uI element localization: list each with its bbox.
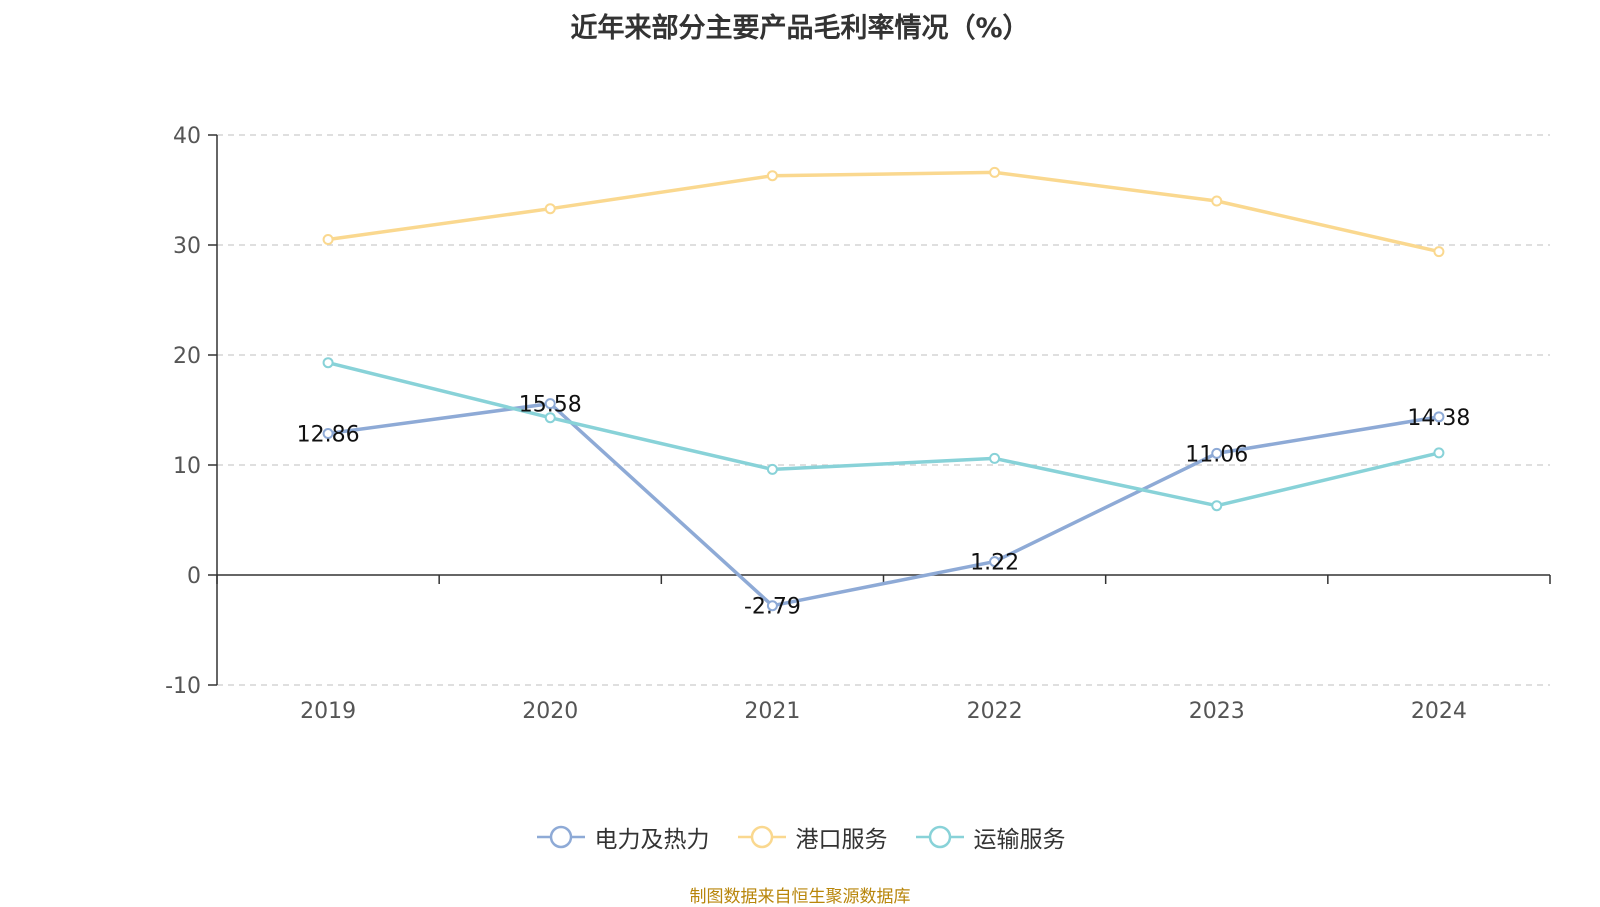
data-point: [766, 600, 778, 612]
legend-item[interactable]: 运输服务: [914, 820, 1066, 854]
x-tick-label: 2021: [744, 699, 800, 724]
data-point: [1211, 500, 1223, 512]
data-point: [989, 166, 1001, 178]
x-tick-label: 2020: [522, 699, 578, 724]
legend-item[interactable]: 电力及热力: [535, 820, 710, 854]
data-label: 12.86: [297, 423, 360, 448]
legend-marker-icon: [737, 825, 786, 849]
chart-title: 近年来部分主要产品毛利率情况（%）: [570, 13, 1030, 44]
data-point: [1433, 246, 1445, 258]
data-point: [322, 428, 334, 440]
y-tick-label: 10: [173, 454, 201, 479]
data-point: [544, 412, 556, 424]
data-point: [1433, 447, 1445, 459]
y-tick-label: 0: [187, 564, 201, 589]
data-point: [1211, 447, 1223, 459]
series-line-2: [327, 361, 1440, 508]
data-point: [322, 234, 334, 245]
data-point: [322, 357, 334, 369]
data-point: [766, 170, 778, 182]
data-point: [989, 452, 1001, 464]
legend-label: 运输服务: [973, 827, 1066, 853]
data-point: [544, 203, 556, 215]
y-tick-label: 30: [173, 234, 201, 259]
source-note: 制图数据来自恒生聚源数据库: [689, 887, 911, 907]
x-tick-label: 2019: [300, 699, 356, 724]
y-tick-label: 20: [173, 344, 201, 369]
data-point: [766, 463, 778, 475]
legend-item[interactable]: 港口服务: [736, 820, 888, 854]
x-tick-label: 2024: [1411, 699, 1467, 724]
data-point: [1211, 195, 1223, 207]
data-point: [1433, 411, 1445, 423]
data-label: 1.22: [970, 551, 1019, 576]
x-tick-label: 2023: [1189, 699, 1245, 724]
legend-marker-icon: [915, 825, 964, 849]
series-line-1: [327, 170, 1440, 254]
data-point: [544, 398, 556, 410]
y-tick-label: -10: [165, 674, 201, 699]
data-label: -2.79: [744, 595, 801, 620]
x-tick-label: 2022: [967, 699, 1023, 724]
y-tick-label: 40: [173, 124, 201, 149]
data-label: 11.06: [1185, 442, 1248, 467]
legend-label: 港口服务: [795, 827, 888, 853]
legend-marker-icon: [536, 825, 585, 849]
data-label: 14.38: [1407, 406, 1470, 431]
legend-label: 电力及热力: [594, 827, 710, 853]
data-point: [989, 556, 1001, 568]
chart-legend: 电力及热力 港口服务 运输服务: [0, 820, 1600, 854]
